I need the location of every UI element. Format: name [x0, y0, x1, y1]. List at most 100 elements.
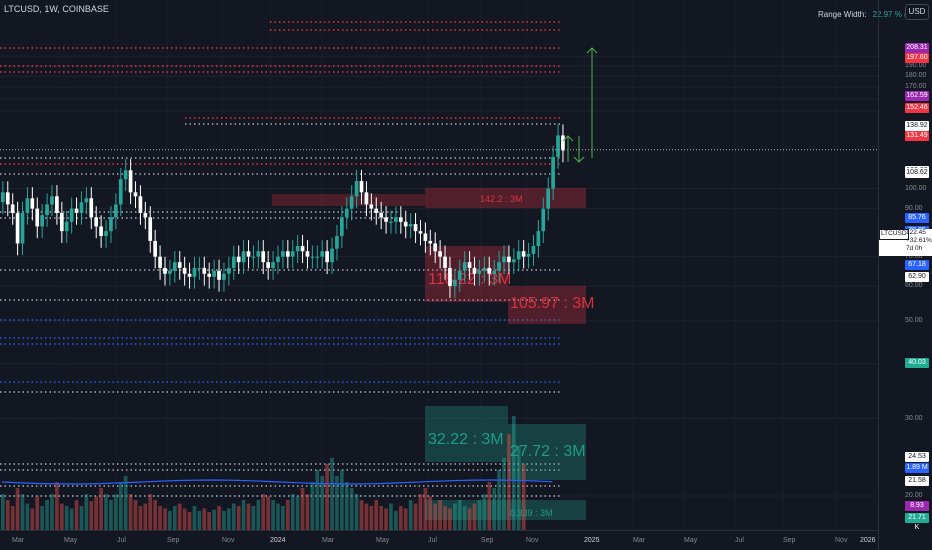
candle	[69, 208, 74, 222]
candle	[276, 256, 280, 263]
volume-bar	[340, 470, 344, 530]
volume-bar	[15, 488, 20, 530]
candle	[251, 256, 256, 258]
candle	[477, 270, 482, 274]
zone-supply	[425, 188, 586, 208]
candle	[163, 267, 167, 274]
candle	[212, 270, 216, 277]
symbol-legend[interactable]: LTCUSD, 1W, COINBASE	[4, 4, 109, 14]
volume-bar	[207, 512, 212, 530]
volume-bar	[492, 488, 496, 530]
candle	[551, 156, 555, 189]
zone-supply	[272, 194, 425, 206]
candle	[482, 267, 487, 271]
candle	[271, 262, 275, 268]
price-tick-label: 100.00	[905, 184, 927, 192]
volume-bar	[453, 503, 457, 530]
time-tick-label: Nov	[835, 537, 848, 544]
candle	[20, 212, 25, 244]
candle	[177, 262, 182, 268]
volume-bar	[403, 508, 408, 530]
candle	[521, 251, 526, 257]
candle	[487, 267, 492, 274]
candle	[202, 267, 207, 274]
volume-bar	[364, 503, 369, 530]
volume-bar	[521, 464, 526, 530]
price-level-badge: 85.76	[905, 212, 929, 223]
volume-bar	[84, 494, 89, 530]
volume-bar	[394, 510, 398, 530]
volume-bar	[163, 508, 167, 530]
candle	[497, 262, 501, 271]
candle	[467, 262, 472, 268]
volume-bar	[227, 508, 231, 530]
volume-bar	[408, 500, 413, 530]
candle	[227, 267, 231, 274]
time-scale[interactable]: Mar May Jul Sep Nov 2024 Mar May Jul Sep Nov 2025 Ma…	[0, 530, 878, 550]
volume-bar	[281, 506, 285, 530]
candle	[94, 217, 99, 227]
volume-bar	[511, 416, 516, 530]
time-tick-label: May	[64, 537, 78, 544]
price-level-badge: 108.62	[905, 167, 929, 178]
volume-bar	[212, 509, 216, 530]
candle	[462, 262, 467, 271]
candle	[59, 212, 64, 232]
volume-bar	[384, 508, 388, 530]
price-tick-label: 20.00	[905, 492, 923, 499]
volume-bar	[344, 482, 349, 530]
price-level-badge: 24.53	[905, 451, 929, 462]
candle	[344, 208, 349, 218]
volume-bar	[25, 503, 30, 530]
volume-bar	[477, 500, 482, 530]
time-tick-label: Nov	[526, 537, 539, 544]
volume-bar	[487, 482, 492, 530]
current-price-countdown: 7d 0h	[906, 245, 923, 252]
currency-button[interactable]: USD	[905, 4, 929, 20]
volume-bar	[261, 494, 266, 530]
time-tick-label: May	[376, 537, 390, 544]
volume-bar	[320, 476, 325, 530]
volume-bar	[20, 494, 25, 530]
price-tick-label: 30.00	[905, 414, 923, 422]
candle	[379, 212, 383, 218]
candle	[50, 196, 54, 205]
candle	[403, 221, 408, 227]
time-tick-label: Mar	[12, 537, 25, 544]
candle	[349, 196, 354, 209]
volume-bar	[114, 494, 118, 530]
arrow-head-icon	[562, 135, 574, 142]
candle	[114, 204, 118, 218]
volume-bar	[266, 496, 270, 530]
time-tick-label: Mar	[633, 537, 646, 544]
candle	[556, 135, 560, 157]
volume-bar	[433, 503, 438, 530]
price-level-badge: 21.71 K	[905, 513, 929, 531]
range-width-indicator: Range Width: 22.97 % (W)	[818, 10, 917, 19]
volume-bar	[168, 510, 172, 530]
price-tick-label: 170.00	[905, 83, 927, 91]
candle	[374, 208, 379, 213]
candle	[192, 267, 197, 277]
zone-demand	[425, 500, 586, 520]
volume-bar	[448, 508, 452, 530]
volume-bar	[413, 503, 418, 530]
candle	[5, 192, 10, 205]
candle	[256, 251, 261, 257]
volume-bar	[64, 506, 69, 530]
zone-label: 142.2 : 3M	[480, 194, 523, 204]
volume-bar	[172, 506, 177, 530]
volume-bar	[222, 510, 226, 530]
price-scale[interactable]: 200.00190.00180.00170.00160.00150.00100.…	[878, 0, 932, 550]
volume-bar	[295, 496, 300, 530]
candle	[369, 204, 374, 209]
arrow-head-icon	[586, 47, 598, 54]
candle	[74, 208, 79, 213]
price-tick-label: 180.00	[905, 72, 927, 80]
volume-bar	[55, 482, 59, 530]
zone-demand	[508, 424, 586, 480]
candle	[281, 251, 285, 257]
volume-bar	[389, 503, 393, 530]
volume-bar	[472, 503, 477, 530]
